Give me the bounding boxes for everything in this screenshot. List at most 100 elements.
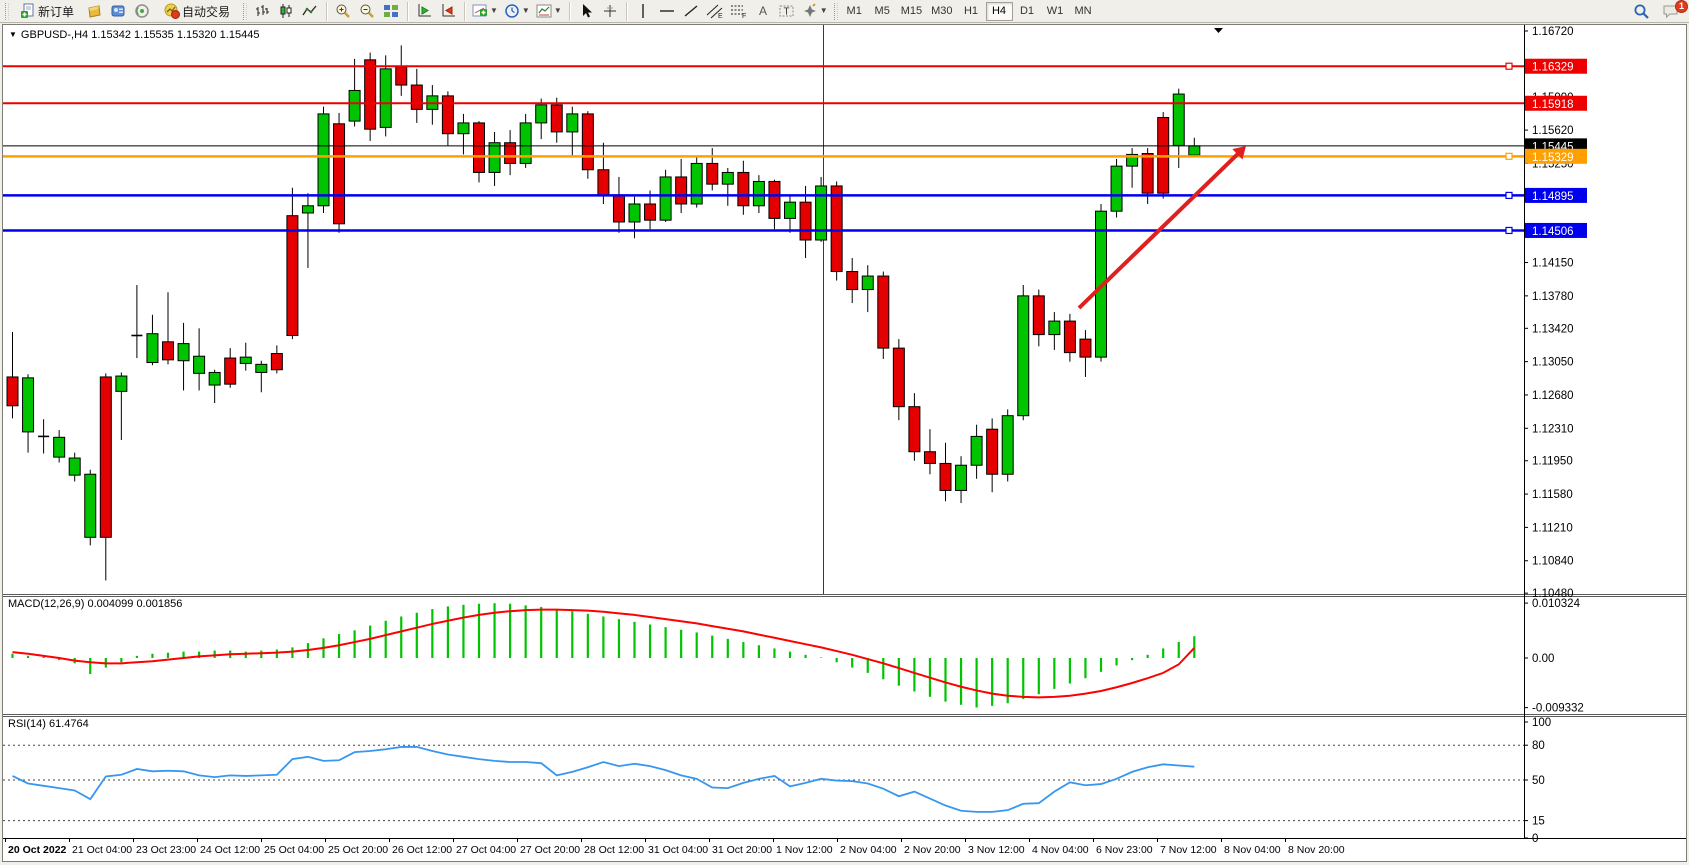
bull-candle[interactable] xyxy=(659,176,672,221)
chart-canvas[interactable]: 1.167201.159901.156201.152501.141501.137… xyxy=(3,25,1686,861)
equidistant-channel-button[interactable]: E xyxy=(703,1,727,22)
bull-candle[interactable] xyxy=(488,142,501,173)
bull-candle[interactable] xyxy=(815,185,828,241)
templates-button[interactable]: ▼ xyxy=(533,1,565,22)
bull-candle[interactable] xyxy=(955,464,968,491)
text-button[interactable]: A xyxy=(751,1,775,22)
bear-candle[interactable] xyxy=(550,104,563,133)
bull-candle[interactable] xyxy=(177,343,190,362)
trend-arrow-line[interactable] xyxy=(1077,150,1242,310)
bear-candle[interactable] xyxy=(737,171,750,207)
bull-candle[interactable] xyxy=(379,68,392,128)
bull-candle[interactable] xyxy=(239,356,252,364)
indicators-button[interactable]: ▼ xyxy=(469,1,501,22)
bear-candle[interactable] xyxy=(1063,320,1076,354)
bear-candle[interactable] xyxy=(892,347,905,408)
bear-candle[interactable] xyxy=(99,376,112,538)
bear-candle[interactable] xyxy=(799,201,812,241)
cursor-button[interactable] xyxy=(574,1,598,22)
bear-candle[interactable] xyxy=(939,462,952,491)
line-chart-button[interactable] xyxy=(298,1,322,22)
bull-candle[interactable] xyxy=(566,113,579,133)
arrows-button[interactable]: ▼ xyxy=(799,1,831,22)
line-handle[interactable] xyxy=(1505,62,1513,70)
bull-candle[interactable] xyxy=(970,435,983,466)
bear-candle[interactable] xyxy=(923,451,936,464)
bear-candle[interactable] xyxy=(612,194,625,223)
zoom-in-button[interactable] xyxy=(331,1,355,22)
bull-candle[interactable] xyxy=(690,162,703,205)
line-handle[interactable] xyxy=(1505,191,1513,200)
timeframe-button-m15[interactable]: M15 xyxy=(897,2,926,21)
bull-candle[interactable] xyxy=(1110,165,1123,212)
horizontal-line-button[interactable] xyxy=(655,1,679,22)
bear-candle[interactable] xyxy=(768,180,781,219)
bear-candle[interactable] xyxy=(877,275,890,349)
line-handle[interactable] xyxy=(1505,152,1513,160)
bear-candle[interactable] xyxy=(986,428,999,475)
bull-candle[interactable] xyxy=(1172,93,1185,146)
crosshair-button[interactable] xyxy=(598,1,622,22)
toolbar-grip[interactable] xyxy=(243,2,247,20)
bear-candle[interactable] xyxy=(162,341,174,361)
bull-candle[interactable] xyxy=(193,355,206,374)
candlestick-chart-button[interactable] xyxy=(274,1,298,22)
timeframe-button-m1[interactable]: M1 xyxy=(841,2,868,21)
bull-candle[interactable] xyxy=(317,113,330,207)
bear-candle[interactable] xyxy=(644,203,657,221)
bull-candle[interactable] xyxy=(301,205,314,214)
toolbar-grip[interactable] xyxy=(833,2,838,20)
timeframe-button-m30[interactable]: M30 xyxy=(927,2,956,21)
bull-candle[interactable] xyxy=(22,377,35,433)
bull-candle[interactable] xyxy=(519,122,532,164)
bull-candle[interactable] xyxy=(84,473,97,538)
fibonacci-button[interactable]: F xyxy=(727,1,751,22)
search-button[interactable] xyxy=(1629,1,1653,22)
bull-candle[interactable] xyxy=(535,104,548,124)
timeframe-button-m5[interactable]: M5 xyxy=(869,2,896,21)
bull-candle[interactable] xyxy=(784,201,796,219)
bear-candle[interactable] xyxy=(504,142,517,164)
bull-candle[interactable] xyxy=(348,89,361,122)
auto-scroll-button[interactable] xyxy=(412,1,436,22)
bull-candle[interactable] xyxy=(1017,295,1030,417)
bear-candle[interactable] xyxy=(581,113,594,171)
timeframe-button-h1[interactable]: H1 xyxy=(958,2,985,21)
bear-candle[interactable] xyxy=(1079,338,1092,358)
bull-candle[interactable] xyxy=(457,122,470,135)
auto-trading-button[interactable]: 自动交易 xyxy=(154,1,240,22)
bull-candle[interactable] xyxy=(115,375,128,392)
bear-candle[interactable] xyxy=(597,169,610,196)
bear-candle[interactable] xyxy=(473,122,485,173)
bull-candle[interactable] xyxy=(53,436,66,458)
broadcast-button[interactable] xyxy=(130,1,154,22)
text-label-button[interactable]: T xyxy=(775,1,799,22)
bear-candle[interactable] xyxy=(1032,295,1045,336)
bear-candle[interactable] xyxy=(846,271,859,291)
timeframe-button-mn[interactable]: MN xyxy=(1070,2,1097,21)
bear-candle[interactable] xyxy=(675,176,688,205)
bull-candle[interactable] xyxy=(1126,153,1139,167)
bull-candle[interactable] xyxy=(208,371,221,386)
bull-candle[interactable] xyxy=(255,363,268,373)
bear-candle[interactable] xyxy=(364,59,377,130)
bear-candle[interactable] xyxy=(333,123,346,225)
trendline-button[interactable] xyxy=(679,1,703,22)
bear-candle[interactable] xyxy=(6,376,19,407)
symbol-collapse-icon[interactable]: ▼ xyxy=(9,30,17,39)
trend-arrow-head[interactable] xyxy=(1232,146,1246,160)
timeframe-button-d1[interactable]: D1 xyxy=(1014,2,1041,21)
bull-candle[interactable] xyxy=(752,180,765,207)
bear-candle[interactable] xyxy=(830,185,843,273)
bear-candle[interactable] xyxy=(270,353,283,371)
wallet-button[interactable] xyxy=(82,1,106,22)
bear-candle[interactable] xyxy=(706,162,719,185)
tile-windows-button[interactable] xyxy=(379,1,403,22)
notifications-button[interactable]: 1 xyxy=(1659,0,1688,22)
bull-candle[interactable] xyxy=(68,457,81,476)
periods-button[interactable]: ▼ xyxy=(501,1,533,22)
bear-candle[interactable] xyxy=(224,357,237,385)
timeframe-button-h4[interactable]: H4 xyxy=(985,1,1013,21)
timeframe-button-w1[interactable]: W1 xyxy=(1042,2,1069,21)
bull-candle[interactable] xyxy=(1001,415,1014,475)
